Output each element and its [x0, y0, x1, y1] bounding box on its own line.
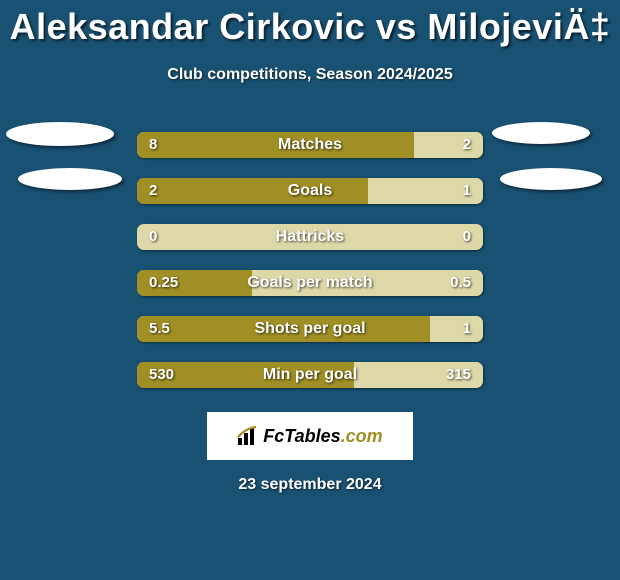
- stat-row: 21Goals: [0, 168, 620, 214]
- stat-row: 82Matches: [0, 122, 620, 168]
- stat-row: 0.250.5Goals per match: [0, 260, 620, 306]
- subtitle: Club competitions, Season 2024/2025: [0, 66, 620, 84]
- stat-bar: 530315Min per goal: [137, 362, 483, 388]
- page-title: Aleksandar Cirkovic vs MilojeviÄ‡: [0, 0, 620, 48]
- logo-text-right: .com: [341, 426, 383, 446]
- date-label: 23 september 2024: [0, 476, 620, 494]
- stat-row: 530315Min per goal: [0, 352, 620, 398]
- logo-box: FcTables.com: [207, 412, 413, 460]
- stat-label: Goals per match: [137, 270, 483, 296]
- stat-bar: 0.250.5Goals per match: [137, 270, 483, 296]
- stat-row: 5.51Shots per goal: [0, 306, 620, 352]
- logo-text: FcTables.com: [263, 426, 382, 447]
- chart-icon: [237, 426, 259, 446]
- logo-text-left: FcTables: [263, 426, 340, 446]
- stat-label: Min per goal: [137, 362, 483, 388]
- stat-label: Shots per goal: [137, 316, 483, 342]
- fctables-logo: FcTables.com: [237, 426, 382, 447]
- stat-label: Goals: [137, 178, 483, 204]
- stat-bar: 82Matches: [137, 132, 483, 158]
- stat-label: Hattricks: [137, 224, 483, 250]
- stat-row: 00Hattricks: [0, 214, 620, 260]
- stats-panel: 82Matches 21Goals 00Hattricks 0.250.5Goals …: [0, 122, 620, 398]
- stat-bar: 21Goals: [137, 178, 483, 204]
- stat-bar: 00Hattricks: [137, 224, 483, 250]
- stat-label: Matches: [137, 132, 483, 158]
- stat-bar: 5.51Shots per goal: [137, 316, 483, 342]
